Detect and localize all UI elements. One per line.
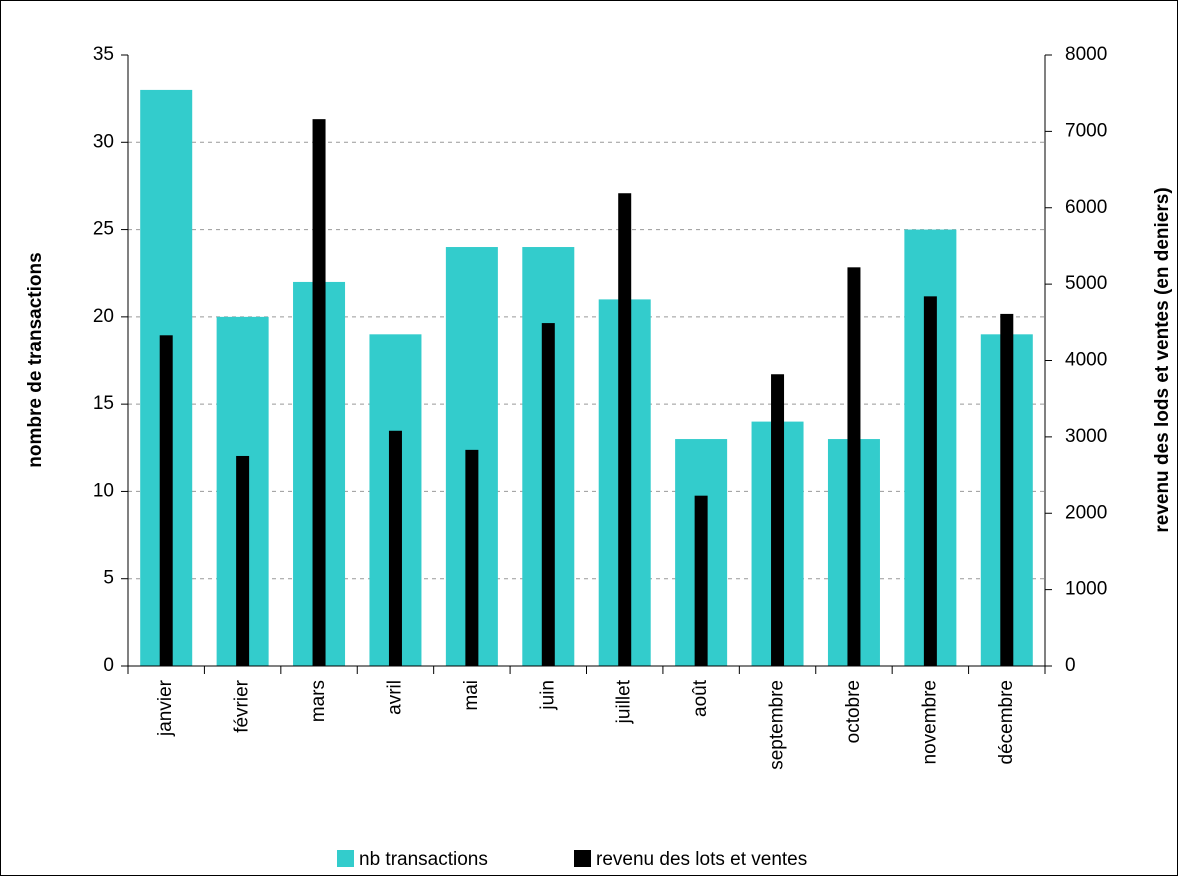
x-tick-label: février [232, 679, 253, 732]
x-tick-label: janvier [155, 679, 176, 737]
y-tick-label: 25 [93, 219, 114, 240]
bar [618, 193, 632, 666]
bar [923, 296, 937, 666]
bar [771, 374, 785, 666]
y2-tick-label: 2000 [1065, 502, 1107, 523]
bar [236, 455, 250, 666]
y-tick-label: 35 [93, 44, 114, 65]
legend-swatch [337, 850, 354, 867]
x-tick-label: décembre [996, 680, 1017, 765]
x-tick-label: mars [308, 680, 329, 722]
x-tick-label: avril [384, 680, 405, 715]
legend-swatch [574, 850, 591, 867]
y2-tick-label: 7000 [1065, 120, 1107, 141]
x-tick-label: novembre [919, 680, 940, 765]
y2-axis-title: revenu des lods et ventes (en deniers) [1152, 187, 1173, 532]
x-tick-label: octobre [843, 680, 864, 743]
y-axis-title: nombre de transactions [25, 252, 46, 467]
y2-tick-label: 3000 [1065, 426, 1107, 447]
bar [159, 335, 173, 666]
bar [1000, 313, 1014, 666]
bar [694, 495, 708, 666]
legend-label: nb transactions [359, 849, 488, 870]
x-tick-label: juillet [614, 679, 635, 724]
y2-tick-label: 0 [1065, 655, 1076, 676]
y2-tick-label: 5000 [1065, 273, 1107, 294]
y2-tick-label: 8000 [1065, 44, 1107, 65]
bar [541, 323, 555, 666]
y-tick-label: 30 [93, 131, 114, 152]
x-tick-label: août [690, 679, 711, 717]
y-tick-label: 0 [103, 655, 114, 676]
y-tick-label: 5 [103, 568, 114, 589]
y2-tick-label: 1000 [1065, 579, 1107, 600]
y-tick-label: 20 [93, 306, 114, 327]
y2-tick-label: 4000 [1065, 350, 1107, 371]
x-tick-label: juin [537, 680, 558, 711]
y-tick-label: 15 [93, 393, 114, 414]
x-tick-label: mai [461, 680, 482, 711]
bar [312, 119, 326, 666]
x-tick-label: septembre [767, 680, 788, 770]
bar [388, 430, 402, 666]
bar [847, 267, 861, 666]
y-tick-label: 10 [93, 480, 114, 501]
bar [465, 449, 479, 666]
legend-label: revenu des lots et ventes [596, 849, 807, 870]
y2-tick-label: 6000 [1065, 197, 1107, 218]
